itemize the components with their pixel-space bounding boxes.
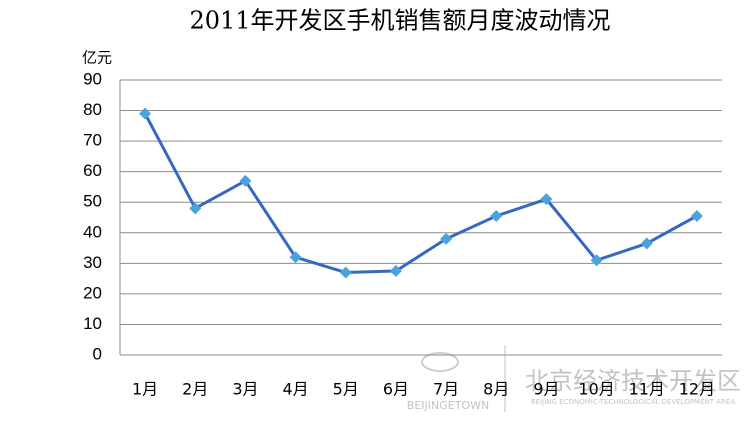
x-tick-label: 8月 (483, 380, 509, 399)
marker (339, 266, 352, 279)
x-tick-label: 12月 (679, 380, 715, 399)
x-tick-label: 2月 (182, 380, 208, 399)
y-tick-label: 70 (83, 131, 102, 150)
y-tick-label: 80 (83, 100, 102, 119)
marker (389, 264, 402, 277)
x-tick-label: 4月 (282, 380, 308, 399)
chart-title: 2011年开发区手机销售额月度波动情况 (189, 7, 610, 35)
marker (490, 209, 503, 222)
marker (440, 232, 453, 245)
y-tick-label: 10 (83, 314, 102, 333)
x-tick-label: 1月 (132, 380, 158, 399)
y-tick-label: 20 (83, 283, 102, 302)
y-axis-label: 亿元 (82, 49, 112, 67)
line (143, 112, 698, 275)
y-tick-label: 40 (83, 222, 102, 241)
x-tick-label: 5月 (333, 380, 359, 399)
x-tick-label: 6月 (383, 380, 409, 399)
x-tick-label: 11月 (629, 380, 665, 399)
x-tick-label: 9月 (533, 380, 559, 399)
x-tick-label: 10月 (578, 380, 614, 399)
marker (239, 174, 252, 187)
y-tick-label: 90 (83, 69, 102, 88)
marker (640, 237, 653, 250)
marker (590, 254, 603, 267)
watermark-en-full: BEIJING ECONOMIC-TECHNOLOGICAL DEVELOPME… (531, 398, 735, 406)
x-tick-label: 3月 (232, 380, 258, 399)
watermark-cn: 北京经济技术开发区 (525, 367, 741, 395)
marker (690, 209, 703, 222)
marker (139, 107, 152, 120)
y-tick-label: 0 (93, 344, 102, 363)
marker (540, 193, 553, 206)
watermark-logo (421, 352, 459, 372)
watermark-en: BEIJINGETOWN (407, 399, 489, 412)
y-tick-label: 30 (83, 253, 102, 272)
marker (289, 251, 302, 264)
marker (189, 202, 202, 215)
y-tick-label: 60 (83, 161, 102, 180)
watermark: 北京经济技术开发区 BEIJING ECONOMIC-TECHNOLOGICAL… (407, 345, 741, 412)
y-tick-label: 50 (83, 192, 102, 211)
x-tick-label: 7月 (433, 380, 459, 399)
